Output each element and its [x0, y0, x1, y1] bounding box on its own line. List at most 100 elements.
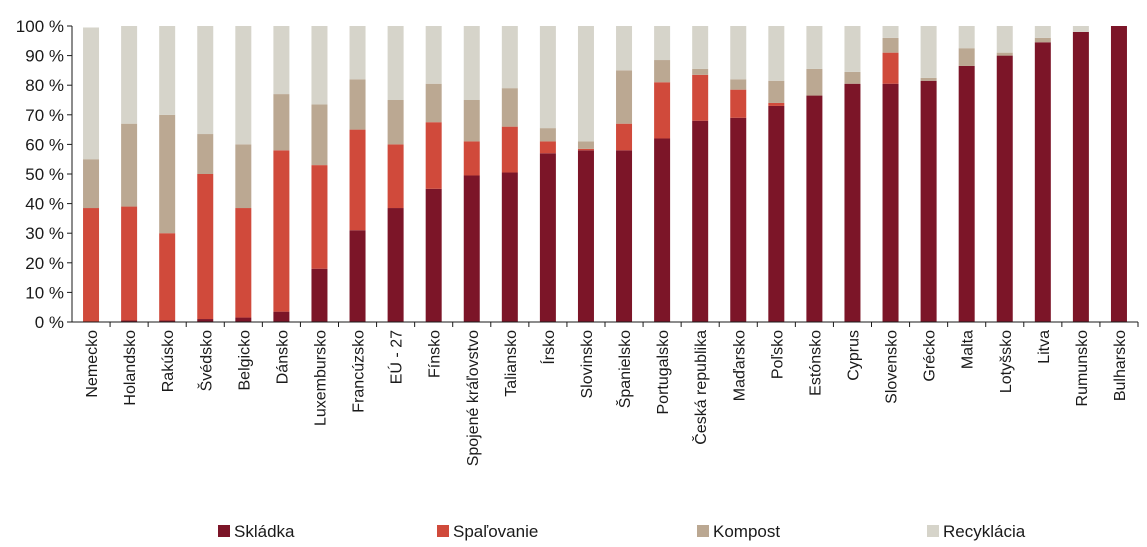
x-tick-label: Estónsko — [807, 330, 824, 396]
bar-segment-recyklácia — [539, 26, 556, 129]
bar-segment-kompost — [996, 52, 1013, 56]
y-tick-label: 60 % — [25, 135, 64, 154]
bar-segment-recyklácia — [882, 26, 899, 38]
bar-segment-kompost — [844, 71, 861, 84]
bar-segment-spaľovanie — [349, 129, 366, 231]
y-tick-label: 70 % — [25, 106, 64, 125]
bar-segment-spaľovanie — [692, 74, 709, 121]
bar-segment-recyklácia — [311, 26, 328, 105]
bar-segment-kompost — [159, 114, 176, 234]
bar-segment-skládka — [692, 120, 709, 322]
bar-segment-skládka — [235, 317, 252, 322]
bar-segment-skládka — [996, 55, 1013, 322]
x-tick-label: Cyprus — [845, 330, 862, 381]
y-axis: 0 % 10 % 20 % 30 % 40 % 50 % 60 % 70 % 80 % 90 % 1… — [16, 17, 73, 332]
bar-segment-kompost — [235, 144, 252, 209]
bar-segment-kompost — [1034, 37, 1051, 43]
bar-segment-recyklácia — [730, 26, 747, 80]
y-tick-label: 80 % — [25, 76, 64, 95]
y-tick-label: 10 % — [25, 283, 64, 302]
legend-label: Kompost — [713, 522, 780, 541]
x-tick-label: Španielsko — [615, 330, 634, 408]
y-tick-label: 100 % — [16, 17, 64, 36]
bar-segment-skládka — [311, 268, 328, 322]
bar-segment-kompost — [197, 134, 214, 174]
x-tick-label: Dánsko — [274, 330, 291, 384]
legend-label: Spaľovanie — [453, 522, 538, 541]
bar-segment-recyklácia — [577, 26, 594, 142]
y-tick-label: 30 % — [25, 224, 64, 243]
bar-segment-skládka — [159, 320, 176, 322]
bar-segment-kompost — [501, 88, 518, 127]
bar-segment-recyklácia — [235, 26, 252, 145]
bar-segment-skládka — [387, 208, 404, 322]
bar-segment-spaľovanie — [501, 126, 518, 173]
bar-segment-spaľovanie — [273, 150, 290, 312]
bar-segment-skládka — [577, 150, 594, 322]
bar-segment-spaľovanie — [616, 123, 633, 151]
bar-segment-kompost — [730, 79, 747, 90]
bar-segment-spaľovanie — [768, 102, 785, 106]
x-tick-label: Francúzsko — [351, 330, 368, 413]
bar-segment-recyklácia — [349, 26, 366, 80]
x-tick-label: Rumunsko — [1074, 330, 1091, 407]
bar-segment-kompost — [425, 83, 442, 123]
x-tick-label: Bulharsko — [1112, 330, 1129, 401]
bar-segment-skládka — [121, 320, 138, 322]
bar-segment-skládka — [501, 172, 518, 322]
x-tick-label: Poľsko — [769, 330, 786, 379]
x-tick-label: Grécko — [922, 330, 939, 382]
bar-segment-spaľovanie — [539, 141, 556, 154]
bar-segment-spaľovanie — [882, 52, 899, 84]
bar-segment-recyklácia — [616, 26, 633, 71]
bar-segment-skládka — [273, 311, 290, 322]
bar-segment-kompost — [539, 128, 556, 142]
bar-segment-recyklácia — [692, 26, 709, 69]
x-tick-label: Holandsko — [122, 330, 139, 406]
bar-segment-recyklácia — [1034, 26, 1051, 38]
bar-segment-skládka — [1034, 42, 1051, 322]
bar-segment-kompost — [920, 77, 937, 81]
legend: Skládka Spaľovanie Kompost Recyklácia — [218, 522, 1026, 541]
bar-segment-recyklácia — [1072, 26, 1089, 32]
bar-segment-spaľovanie — [311, 165, 328, 269]
bar-segment-skládka — [806, 95, 823, 322]
x-tick-label: Írsko — [539, 330, 558, 365]
bar-segment-kompost — [121, 123, 138, 207]
bar-segment-kompost — [463, 100, 480, 142]
bar-segment-recyklácia — [121, 26, 138, 124]
bar-segment-spaľovanie — [121, 206, 138, 321]
bar-segment-spaľovanie — [730, 89, 747, 118]
bar-segment-spaľovanie — [577, 148, 594, 151]
bar-segment-skládka — [882, 83, 899, 322]
bar-segment-recyklácia — [958, 26, 975, 49]
bar-segment-kompost — [83, 159, 100, 209]
bar-segment-recyklácia — [83, 27, 100, 160]
x-tick-label: Litva — [1036, 330, 1053, 364]
bar-segment-spaľovanie — [425, 122, 442, 189]
bar-segment-kompost — [692, 68, 709, 75]
x-tick-label: Česká republika — [691, 330, 710, 445]
bar-segment-skládka — [616, 150, 633, 322]
y-tick-label: 20 % — [25, 254, 64, 273]
bar-segment-skládka — [539, 153, 556, 322]
bar-segment-recyklácia — [844, 26, 861, 72]
bars — [83, 26, 1127, 323]
x-tick-label: Portugalsko — [655, 330, 672, 415]
bar-segment-recyklácia — [197, 26, 214, 135]
y-tick-label: 50 % — [25, 165, 64, 184]
bar-segment-spaľovanie — [159, 233, 176, 321]
x-tick-label: Belgicko — [236, 330, 253, 391]
bar-segment-recyklácia — [806, 26, 823, 69]
bar-segment-skládka — [730, 117, 747, 322]
bar-segment-recyklácia — [463, 26, 480, 100]
bar-segment-kompost — [577, 141, 594, 149]
bar-segment-skládka — [958, 65, 975, 323]
bar-segment-kompost — [882, 37, 899, 53]
bar-segment-recyklácia — [654, 26, 671, 61]
bar-segment-kompost — [349, 79, 366, 130]
bar-segment-recyklácia — [273, 26, 290, 95]
x-tick-label: Taliansko — [503, 330, 520, 397]
bar-segment-recyklácia — [501, 26, 518, 89]
bar-segment-recyklácia — [920, 26, 937, 78]
